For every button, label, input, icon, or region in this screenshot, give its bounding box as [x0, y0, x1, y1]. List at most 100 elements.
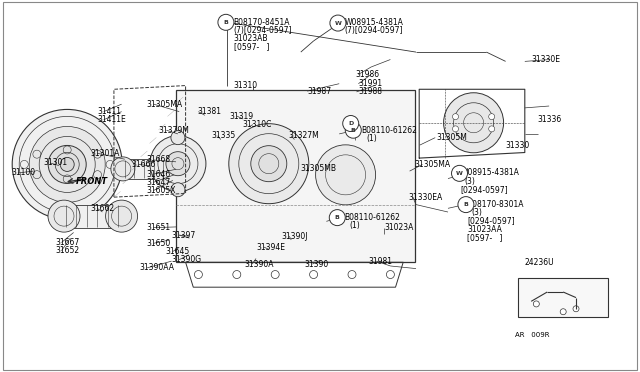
Ellipse shape — [60, 157, 74, 171]
Text: 31652: 31652 — [55, 246, 79, 255]
Text: 31305MB: 31305MB — [301, 164, 337, 173]
Text: (7)[0294-0597]: (7)[0294-0597] — [344, 26, 403, 35]
Text: (3): (3) — [471, 208, 482, 217]
Text: 31301A: 31301A — [91, 149, 120, 158]
Text: [0294-0597]: [0294-0597] — [467, 217, 515, 225]
Text: 31662: 31662 — [91, 204, 115, 213]
Text: 31379M: 31379M — [159, 126, 189, 135]
Ellipse shape — [12, 109, 122, 219]
Ellipse shape — [150, 136, 206, 192]
Text: 31301: 31301 — [44, 158, 68, 167]
Text: 31100: 31100 — [12, 169, 36, 177]
Bar — [64, 205, 122, 228]
Text: 31668: 31668 — [146, 155, 170, 164]
Ellipse shape — [171, 183, 185, 197]
Ellipse shape — [330, 209, 346, 226]
Ellipse shape — [229, 124, 309, 204]
Ellipse shape — [195, 270, 202, 279]
Ellipse shape — [346, 122, 362, 138]
Text: 31319: 31319 — [229, 112, 253, 121]
Text: 31411E: 31411E — [97, 115, 126, 124]
Ellipse shape — [316, 145, 376, 205]
Text: 31305MA: 31305MA — [146, 100, 182, 109]
Text: 31981: 31981 — [369, 257, 393, 266]
Text: 31991: 31991 — [358, 79, 383, 88]
Text: 31988: 31988 — [358, 87, 383, 96]
Text: 31650: 31650 — [146, 239, 170, 248]
Text: D: D — [348, 121, 353, 126]
Text: (7)[0294-0597]: (7)[0294-0597] — [234, 26, 292, 35]
Text: 31390A: 31390A — [244, 260, 274, 269]
Text: 31646: 31646 — [146, 170, 170, 179]
Text: B08110-61262: B08110-61262 — [344, 213, 400, 222]
Text: 31397: 31397 — [172, 231, 196, 240]
Ellipse shape — [444, 93, 504, 153]
Text: FRONT: FRONT — [76, 177, 108, 186]
Text: 31305MA: 31305MA — [415, 160, 451, 169]
Ellipse shape — [573, 306, 579, 312]
Text: 31647: 31647 — [146, 178, 170, 187]
Ellipse shape — [330, 15, 346, 31]
Ellipse shape — [233, 270, 241, 279]
Ellipse shape — [111, 157, 135, 181]
Bar — [518, 278, 608, 317]
Text: [0597-   ]: [0597- ] — [234, 42, 269, 51]
Text: B: B — [335, 215, 340, 220]
Text: W: W — [335, 20, 341, 26]
Text: W08915-4381A: W08915-4381A — [344, 18, 403, 27]
Text: 31390G: 31390G — [172, 255, 202, 264]
Text: W: W — [456, 171, 463, 176]
Text: B: B — [351, 128, 356, 133]
Bar — [123, 159, 168, 179]
Text: 31394E: 31394E — [256, 243, 285, 251]
Text: 31987: 31987 — [307, 87, 332, 96]
Ellipse shape — [560, 309, 566, 315]
Text: 31651: 31651 — [146, 223, 170, 232]
Ellipse shape — [166, 152, 190, 176]
Bar — [176, 90, 415, 262]
Text: B08170-8301A: B08170-8301A — [467, 200, 524, 209]
Ellipse shape — [251, 146, 287, 182]
Ellipse shape — [489, 113, 495, 120]
Text: 31390AA: 31390AA — [140, 263, 175, 272]
Text: 31023AA: 31023AA — [467, 225, 502, 234]
Ellipse shape — [458, 196, 474, 213]
Text: 31645: 31645 — [165, 247, 189, 256]
Text: 31310C: 31310C — [242, 120, 271, 129]
Ellipse shape — [271, 270, 279, 279]
Text: (1): (1) — [366, 134, 377, 143]
Text: 31330EA: 31330EA — [408, 193, 443, 202]
Text: B: B — [223, 20, 228, 25]
Ellipse shape — [452, 126, 458, 132]
Text: (1): (1) — [349, 221, 360, 230]
Text: 31330E: 31330E — [531, 55, 560, 64]
Ellipse shape — [533, 301, 540, 307]
Text: 31305M: 31305M — [436, 133, 467, 142]
Text: B: B — [463, 202, 468, 207]
Text: 31023A: 31023A — [384, 223, 413, 232]
Ellipse shape — [348, 270, 356, 279]
Ellipse shape — [387, 270, 394, 279]
Text: [0597-   ]: [0597- ] — [467, 233, 502, 242]
Text: (3): (3) — [465, 177, 476, 186]
Text: 31666: 31666 — [132, 160, 156, 169]
Text: W08915-4381A: W08915-4381A — [461, 169, 520, 177]
Text: [0294-0597]: [0294-0597] — [461, 185, 508, 194]
Ellipse shape — [218, 14, 234, 31]
Text: 31023AB: 31023AB — [234, 34, 268, 43]
Ellipse shape — [48, 145, 86, 183]
Text: 31986: 31986 — [355, 70, 380, 79]
Text: B08170-8451A: B08170-8451A — [234, 18, 290, 27]
Ellipse shape — [310, 270, 317, 279]
Text: 31411: 31411 — [97, 107, 122, 116]
Text: 31390: 31390 — [305, 260, 329, 269]
Ellipse shape — [156, 157, 180, 181]
Text: 31605X: 31605X — [146, 186, 175, 195]
Text: 31667: 31667 — [55, 238, 79, 247]
Ellipse shape — [171, 131, 185, 145]
Ellipse shape — [343, 115, 359, 132]
Text: 31335: 31335 — [211, 131, 236, 140]
Text: 31327M: 31327M — [288, 131, 319, 140]
Text: 31310: 31310 — [234, 81, 258, 90]
Ellipse shape — [106, 200, 138, 232]
